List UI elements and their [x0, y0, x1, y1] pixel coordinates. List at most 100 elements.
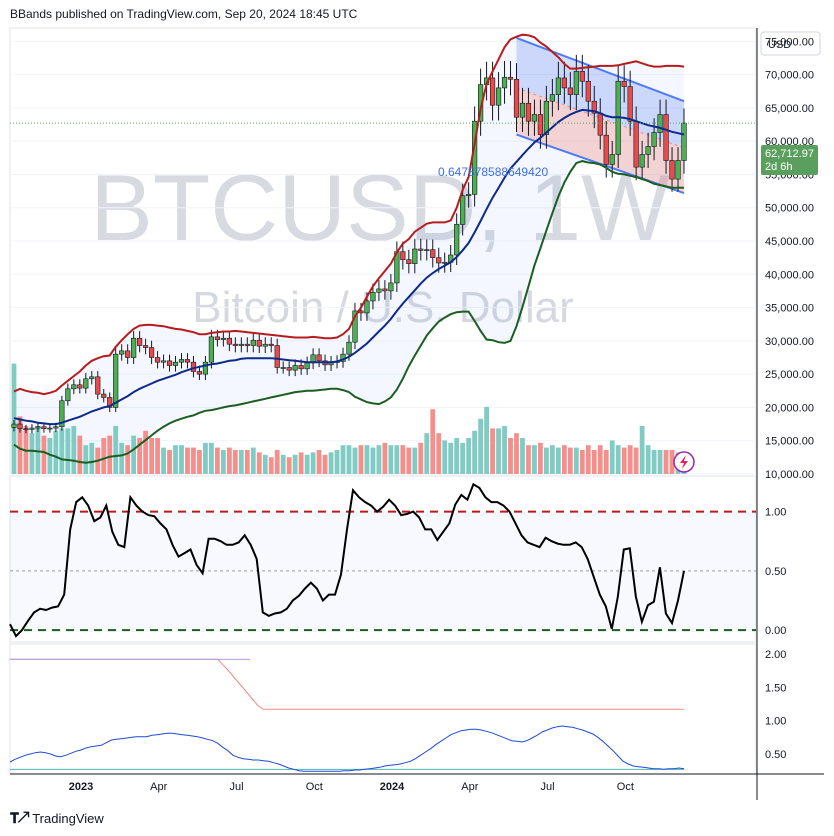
candle-body: [376, 288, 382, 293]
volume-bar: [29, 433, 35, 474]
bandwidth-tick-label: 2.00: [765, 649, 786, 661]
candle-body: [460, 195, 466, 225]
percent-b-line: [9, 482, 685, 638]
osc-tick-label: 1.00: [765, 507, 786, 519]
candle-body: [274, 345, 280, 368]
candle-body: [286, 367, 292, 371]
currency-box[interactable]: [760, 31, 821, 56]
volume-bar: [197, 450, 202, 474]
volume-bar: [209, 442, 214, 474]
volume-bar: [657, 450, 663, 474]
volume-bar: [400, 445, 406, 474]
price-tick-label: 15,000.00: [765, 436, 814, 448]
volume-bar: [280, 454, 286, 474]
candle-body: [17, 423, 23, 430]
bandwidth-tick-label: 1.00: [765, 716, 786, 728]
candle-body: [131, 337, 137, 358]
price-tick-label: 30,000.00: [765, 336, 814, 348]
bandwidth-threshold-line: [10, 658, 684, 710]
osc-tick-label: 0.00: [765, 625, 786, 637]
volume-bar: [549, 445, 555, 474]
candle-body: [406, 259, 412, 264]
volume-bar: [173, 445, 178, 474]
volume-bar: [101, 438, 107, 474]
candle-body: [513, 78, 520, 118]
candle-body: [232, 343, 238, 346]
candle-body: [208, 336, 215, 363]
candle-body: [669, 160, 675, 180]
volume-bar: [262, 454, 268, 474]
volume-bar: [436, 433, 442, 474]
candle-body: [77, 384, 83, 389]
volume-bar: [520, 438, 525, 474]
volume-bar: [191, 447, 196, 474]
price-tick-label: 35,000.00: [765, 303, 814, 315]
price-tick-label: 65,000.00: [765, 103, 814, 115]
candle-body: [621, 80, 627, 87]
volume-bar: [663, 450, 669, 474]
replay-lightning-icon[interactable]: [673, 451, 695, 473]
candle-body: [579, 70, 585, 82]
volume-bar: [645, 445, 651, 474]
percent-b-chart: [9, 482, 756, 638]
volume-bar: [496, 428, 501, 474]
volume-bar: [71, 426, 77, 474]
volume-bar: [615, 445, 621, 474]
volume-bar: [53, 430, 59, 474]
volume-bar: [484, 406, 489, 474]
candle-body: [226, 337, 232, 345]
price-tick-label: 75,000.00: [765, 36, 814, 48]
publish-header: BBands published on TradingView.com, Sep…: [10, 7, 358, 21]
candle-body: [41, 426, 47, 430]
time-tick-label: Apr: [150, 781, 167, 793]
candle-body: [89, 376, 95, 380]
volume-bar: [334, 450, 340, 474]
volume-bar: [83, 445, 89, 474]
price-tick-label: 20,000.00: [765, 402, 814, 414]
candle-body: [262, 343, 268, 347]
candle-body: [651, 132, 657, 147]
price-tick-label: 50,000.00: [765, 203, 814, 215]
candle-body: [154, 357, 161, 363]
candle-body: [107, 397, 113, 408]
volume-bar: [274, 450, 280, 474]
candle-body: [591, 100, 597, 114]
candle-body: [137, 337, 143, 346]
volume-bar: [131, 435, 137, 474]
volume-bar: [310, 452, 316, 474]
volume-bar: [358, 445, 364, 474]
tradingview-footer[interactable]: 𝐓↗ TradingView: [10, 810, 104, 827]
volume-bar: [669, 450, 675, 474]
volume-bar: [35, 426, 41, 474]
volume-bar: [77, 435, 83, 474]
volume-bar: [107, 435, 113, 474]
candle-body: [681, 122, 687, 161]
candle-body: [101, 393, 107, 398]
volume-bar: [232, 450, 238, 474]
candle-body: [11, 423, 17, 428]
candle-body: [501, 76, 508, 89]
candle-body: [675, 160, 681, 180]
volume-bar: [376, 445, 382, 474]
upper-band-line: [13, 33, 685, 396]
volume-bar: [603, 450, 609, 474]
channel-value-label: 0.647878588649420: [438, 165, 548, 179]
time-tick-label: Oct: [306, 781, 323, 793]
candle-body: [549, 94, 555, 102]
volume-bar: [268, 457, 274, 474]
volume-bar: [65, 428, 71, 474]
last-price-value: 62,712.97: [765, 148, 814, 160]
bandwidth-tick-label: 0.50: [765, 749, 786, 761]
candle-body: [83, 378, 89, 389]
volume-bar: [352, 447, 358, 474]
volume-bar: [609, 440, 615, 474]
volume-bar: [185, 447, 190, 474]
candle-body: [442, 262, 448, 264]
volume-bar: [382, 442, 388, 474]
volume-bar: [532, 445, 537, 474]
volume-bar: [561, 445, 567, 474]
candle-body: [316, 354, 322, 362]
time-tick-label: 2023: [69, 781, 93, 793]
candle-body: [555, 77, 561, 95]
